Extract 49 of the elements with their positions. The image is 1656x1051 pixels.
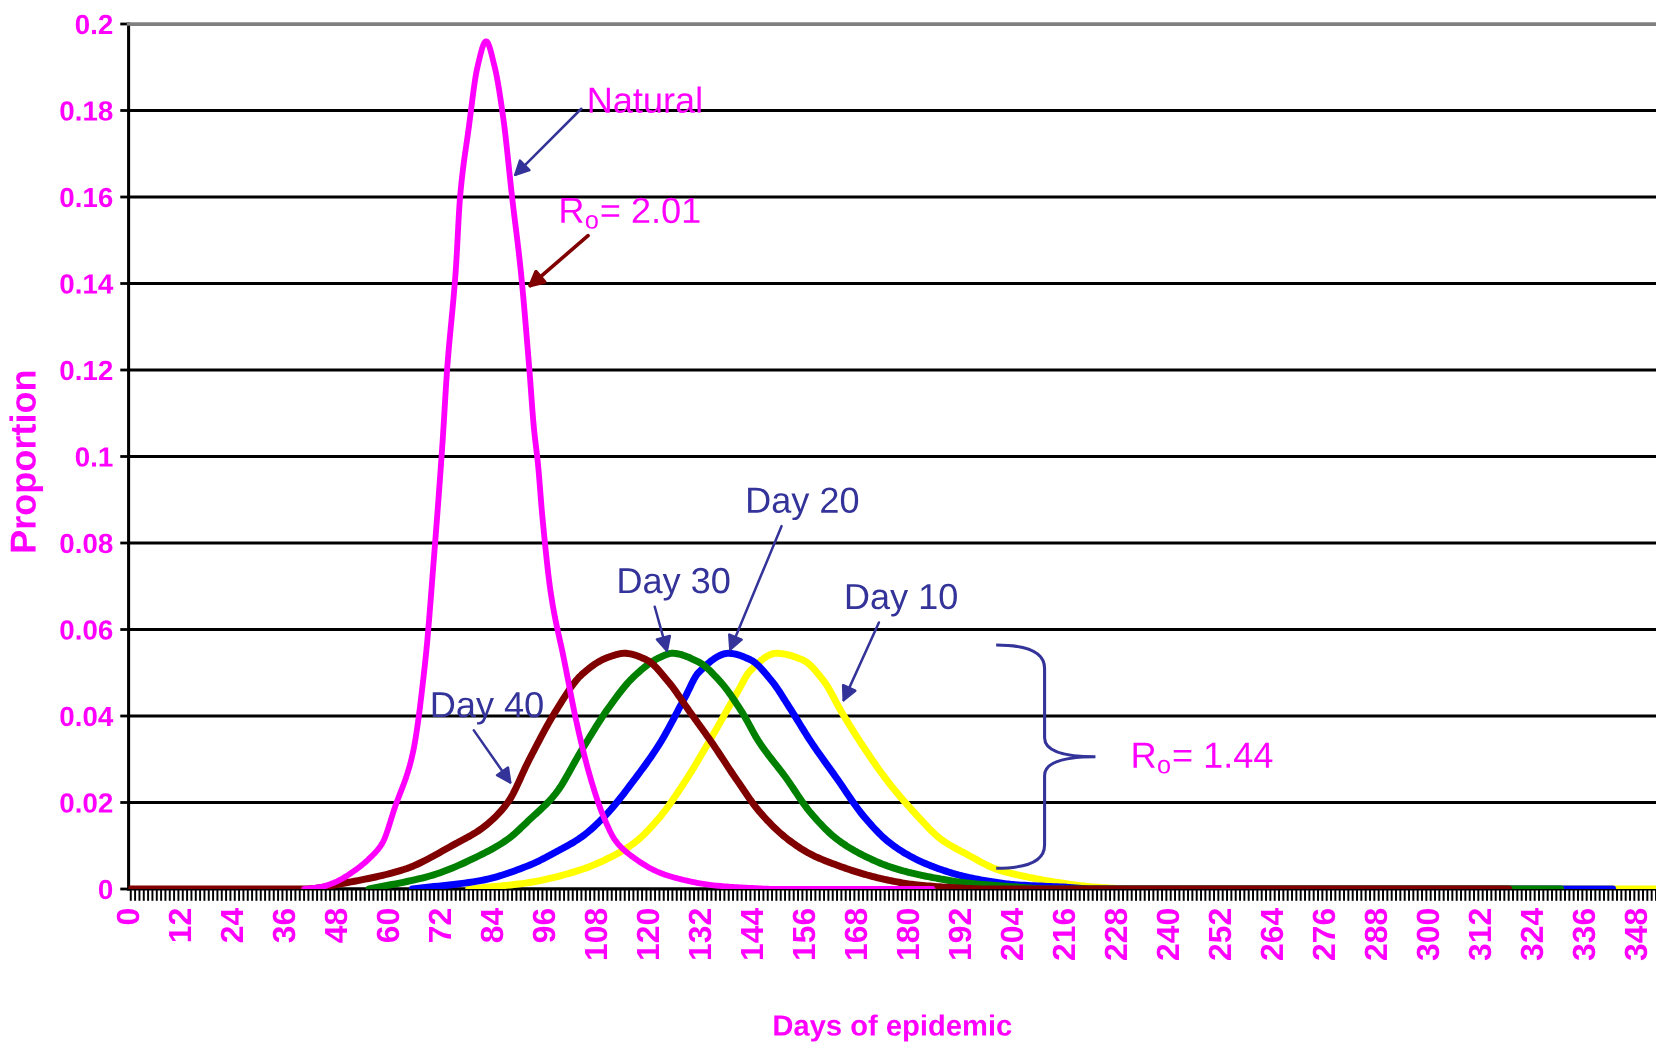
x-tick-label: 132 (688, 909, 712, 960)
x-tick-label: 312 (1468, 909, 1492, 961)
y-tick-label: 0.08 (60, 533, 113, 554)
x-axis-title: Days of epidemic (774, 1014, 1012, 1042)
y-tick-label: 0.02 (60, 793, 113, 813)
x-tick-label: 24 (220, 907, 244, 943)
y-tick-label: 0.04 (60, 706, 114, 727)
x-tick-label: 192 (948, 909, 972, 960)
x-tick-label: 108 (584, 908, 608, 960)
x-tick-label: 264 (1260, 907, 1284, 960)
y-tick-label: 0.12 (60, 360, 113, 381)
x-tick-label: 12 (168, 909, 192, 942)
x-tick-label: 120 (636, 909, 660, 960)
x-tick-label: 216 (1052, 908, 1076, 960)
x-tick-label: 204 (1000, 907, 1024, 960)
x-tick-label: 252 (1208, 909, 1232, 960)
annotation: Day 10 (846, 583, 957, 617)
annotation: Natural (589, 86, 701, 113)
x-tick-label: 72 (428, 909, 452, 942)
x-tick-label: 48 (324, 908, 348, 943)
y-tick-label: 0 (98, 879, 113, 900)
x-tick-label: 96 (532, 908, 556, 943)
x-tick-label: 180 (896, 909, 920, 960)
y-tick-label: 0.1 (75, 447, 113, 467)
x-tick-label: 336 (1572, 908, 1596, 961)
x-tick-label: 240 (1156, 909, 1180, 960)
annotation: Day 30 (619, 567, 730, 601)
annotation: Day 20 (748, 487, 859, 521)
x-tick-label: 168 (844, 908, 868, 960)
x-tick-label: 276 (1312, 908, 1336, 960)
x-tick-label: 324 (1520, 907, 1544, 961)
y-tick-label: 0.18 (60, 101, 113, 121)
x-tick-label: 288 (1364, 908, 1388, 960)
x-tick-label: 84 (480, 907, 504, 943)
y-tick-label: 0.14 (60, 274, 114, 294)
x-tick-label: 348 (1624, 908, 1648, 961)
x-tick-label: 228 (1104, 908, 1128, 960)
x-tick-label: 36 (272, 908, 296, 943)
y-axis-title: Proportion (9, 371, 44, 552)
annotation: R$_{o}$= 1.44 (1133, 742, 1273, 774)
y-tick-label: 0.16 (60, 187, 113, 208)
x-tick-label: 0 (116, 909, 140, 925)
y-tick-label: 0.06 (60, 620, 113, 640)
x-tick-label: 300 (1416, 909, 1440, 961)
x-tick-label: 144 (741, 907, 763, 960)
x-tick-label: 60 (376, 909, 400, 943)
x-tick-label: 156 (792, 908, 816, 960)
annotation: R$_{o}$= 2.01 (561, 197, 700, 229)
y-tick-label: 0.2 (75, 14, 113, 35)
